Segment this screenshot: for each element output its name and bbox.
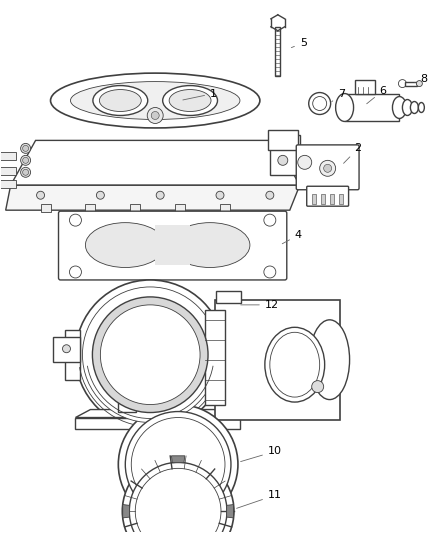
Ellipse shape: [269, 332, 319, 397]
Text: 10: 10: [240, 447, 281, 462]
Circle shape: [118, 405, 237, 524]
Circle shape: [69, 214, 81, 226]
Bar: [130, 204, 140, 212]
Bar: [311, 194, 315, 204]
Ellipse shape: [169, 90, 211, 111]
Ellipse shape: [170, 223, 249, 268]
Bar: [175, 204, 185, 212]
Ellipse shape: [50, 73, 259, 128]
Bar: [267, 131, 297, 150]
Circle shape: [23, 146, 28, 151]
Ellipse shape: [402, 100, 411, 116]
Circle shape: [69, 266, 81, 278]
Circle shape: [263, 266, 275, 278]
Text: 6: 6: [366, 86, 385, 104]
Circle shape: [125, 411, 230, 517]
Circle shape: [131, 417, 224, 511]
Text: 5: 5: [291, 38, 306, 48]
Circle shape: [122, 455, 233, 533]
Bar: [155, 225, 190, 265]
Circle shape: [92, 297, 208, 413]
Ellipse shape: [93, 86, 148, 116]
Bar: [275, 27, 280, 76]
Bar: [118, 401, 136, 411]
FancyBboxPatch shape: [58, 211, 286, 280]
Circle shape: [319, 160, 335, 176]
Circle shape: [62, 345, 71, 353]
Circle shape: [23, 169, 28, 175]
Polygon shape: [75, 409, 240, 417]
FancyBboxPatch shape: [306, 186, 348, 206]
Ellipse shape: [264, 327, 324, 402]
Bar: [215, 291, 240, 303]
Text: 8: 8: [414, 74, 427, 84]
Circle shape: [75, 280, 224, 430]
Ellipse shape: [162, 86, 217, 116]
Bar: [404, 82, 417, 86]
Circle shape: [215, 191, 223, 199]
Circle shape: [312, 96, 326, 110]
Bar: [354, 79, 374, 94]
Polygon shape: [215, 300, 339, 419]
Circle shape: [82, 287, 218, 423]
Polygon shape: [269, 135, 299, 175]
Circle shape: [323, 164, 331, 172]
Circle shape: [156, 191, 164, 199]
Circle shape: [36, 191, 44, 199]
Bar: [53, 337, 80, 362]
Circle shape: [100, 305, 200, 405]
Circle shape: [21, 155, 31, 165]
Text: 2: 2: [343, 143, 361, 163]
Ellipse shape: [309, 320, 349, 400]
Polygon shape: [226, 505, 233, 518]
Polygon shape: [123, 505, 129, 518]
Bar: [0, 167, 16, 175]
Polygon shape: [205, 310, 224, 405]
Circle shape: [311, 381, 323, 393]
FancyBboxPatch shape: [296, 145, 358, 190]
Circle shape: [308, 93, 330, 115]
Circle shape: [21, 167, 31, 177]
Text: 4: 4: [282, 230, 301, 244]
Bar: [338, 194, 342, 204]
Circle shape: [21, 143, 31, 154]
Circle shape: [297, 155, 311, 169]
Bar: [344, 94, 399, 122]
Bar: [40, 204, 50, 212]
Text: 11: 11: [236, 490, 281, 508]
Circle shape: [135, 469, 220, 533]
Text: 1: 1: [183, 88, 216, 100]
Circle shape: [151, 111, 159, 119]
Circle shape: [96, 191, 104, 199]
Ellipse shape: [410, 101, 417, 114]
Ellipse shape: [99, 90, 141, 111]
Ellipse shape: [392, 96, 406, 118]
Bar: [320, 194, 324, 204]
Polygon shape: [6, 185, 299, 210]
Polygon shape: [11, 140, 299, 185]
Polygon shape: [65, 330, 80, 379]
Bar: [85, 204, 95, 212]
Bar: [0, 152, 16, 160]
Bar: [219, 204, 230, 212]
Circle shape: [398, 79, 406, 87]
Bar: [0, 180, 16, 188]
Polygon shape: [171, 456, 184, 463]
Bar: [329, 194, 333, 204]
Circle shape: [147, 108, 163, 124]
Circle shape: [129, 463, 226, 533]
Ellipse shape: [335, 94, 353, 122]
Circle shape: [277, 155, 287, 165]
Circle shape: [265, 191, 273, 199]
Ellipse shape: [417, 102, 424, 112]
Polygon shape: [75, 417, 240, 430]
Circle shape: [23, 157, 28, 163]
Circle shape: [415, 80, 421, 86]
Ellipse shape: [71, 82, 240, 119]
Ellipse shape: [85, 223, 165, 268]
Text: 7: 7: [331, 88, 344, 102]
Circle shape: [263, 214, 275, 226]
Text: 12: 12: [240, 300, 278, 310]
